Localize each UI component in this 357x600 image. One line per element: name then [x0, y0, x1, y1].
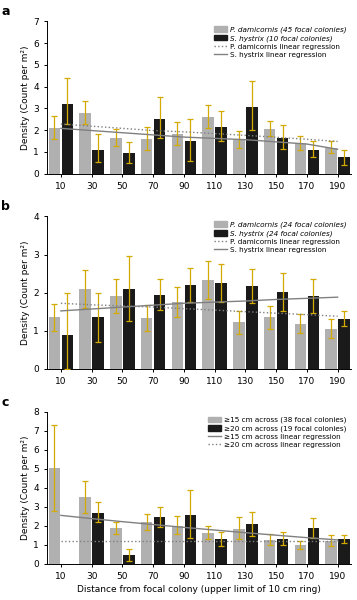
Bar: [277, 539, 288, 564]
Bar: [338, 157, 350, 173]
Bar: [338, 319, 350, 369]
Bar: [308, 296, 319, 369]
Bar: [49, 317, 60, 369]
Y-axis label: Density (Count per m²): Density (Count per m²): [21, 436, 30, 540]
Legend: ≥15 cm across (38 focal colonies), ≥20 cm across (19 focal colonies), ≥15 cm acr: ≥15 cm across (38 focal colonies), ≥20 c…: [207, 415, 348, 449]
Bar: [62, 104, 73, 173]
Bar: [172, 526, 183, 564]
Bar: [154, 119, 165, 173]
Bar: [295, 324, 306, 369]
Bar: [325, 329, 337, 369]
Bar: [308, 528, 319, 564]
Bar: [295, 143, 306, 173]
Bar: [172, 134, 183, 173]
Text: a: a: [1, 5, 10, 18]
Bar: [215, 283, 227, 369]
Bar: [79, 497, 91, 564]
Bar: [325, 148, 337, 173]
Bar: [277, 138, 288, 173]
Legend: P. damicornis (24 focal colonies), S. hystrix (24 focal colonies), P. damicornis: P. damicornis (24 focal colonies), S. hy…: [212, 220, 348, 254]
Bar: [110, 138, 122, 173]
Bar: [172, 302, 183, 369]
Bar: [338, 539, 350, 564]
Bar: [215, 127, 227, 173]
Bar: [123, 556, 135, 564]
Bar: [141, 139, 152, 173]
Legend: P. damicornis (45 focal colonies), S. hystrix (10 focal colonies), P. damicornis: P. damicornis (45 focal colonies), S. hy…: [212, 25, 348, 59]
Bar: [246, 524, 258, 564]
Bar: [79, 113, 91, 173]
Bar: [308, 150, 319, 173]
Bar: [123, 153, 135, 173]
Bar: [215, 539, 227, 564]
Bar: [233, 529, 245, 564]
Bar: [233, 140, 245, 173]
Bar: [123, 289, 135, 369]
Bar: [246, 107, 258, 173]
Bar: [233, 322, 245, 369]
Bar: [185, 515, 196, 564]
Bar: [92, 317, 104, 369]
Y-axis label: Density (Count per m²): Density (Count per m²): [21, 45, 30, 150]
X-axis label: Distance from focal colony (upper limit of 10 cm ring): Distance from focal colony (upper limit …: [77, 586, 321, 595]
Bar: [110, 528, 122, 564]
Bar: [79, 289, 91, 369]
Bar: [202, 117, 214, 173]
Bar: [49, 468, 60, 564]
Bar: [295, 545, 306, 564]
Bar: [110, 296, 122, 369]
Bar: [141, 522, 152, 564]
Bar: [185, 285, 196, 369]
Text: b: b: [1, 200, 10, 214]
Bar: [49, 128, 60, 173]
Bar: [277, 292, 288, 369]
Bar: [202, 280, 214, 369]
Bar: [246, 286, 258, 369]
Bar: [202, 533, 214, 564]
Bar: [264, 129, 275, 173]
Text: c: c: [1, 395, 9, 409]
Bar: [264, 317, 275, 369]
Bar: [154, 517, 165, 564]
Bar: [325, 541, 337, 564]
Bar: [92, 513, 104, 564]
Y-axis label: Density (Count per m²): Density (Count per m²): [21, 241, 30, 345]
Bar: [154, 295, 165, 369]
Bar: [92, 150, 104, 173]
Bar: [141, 318, 152, 369]
Bar: [185, 141, 196, 173]
Bar: [62, 335, 73, 369]
Bar: [264, 540, 275, 564]
